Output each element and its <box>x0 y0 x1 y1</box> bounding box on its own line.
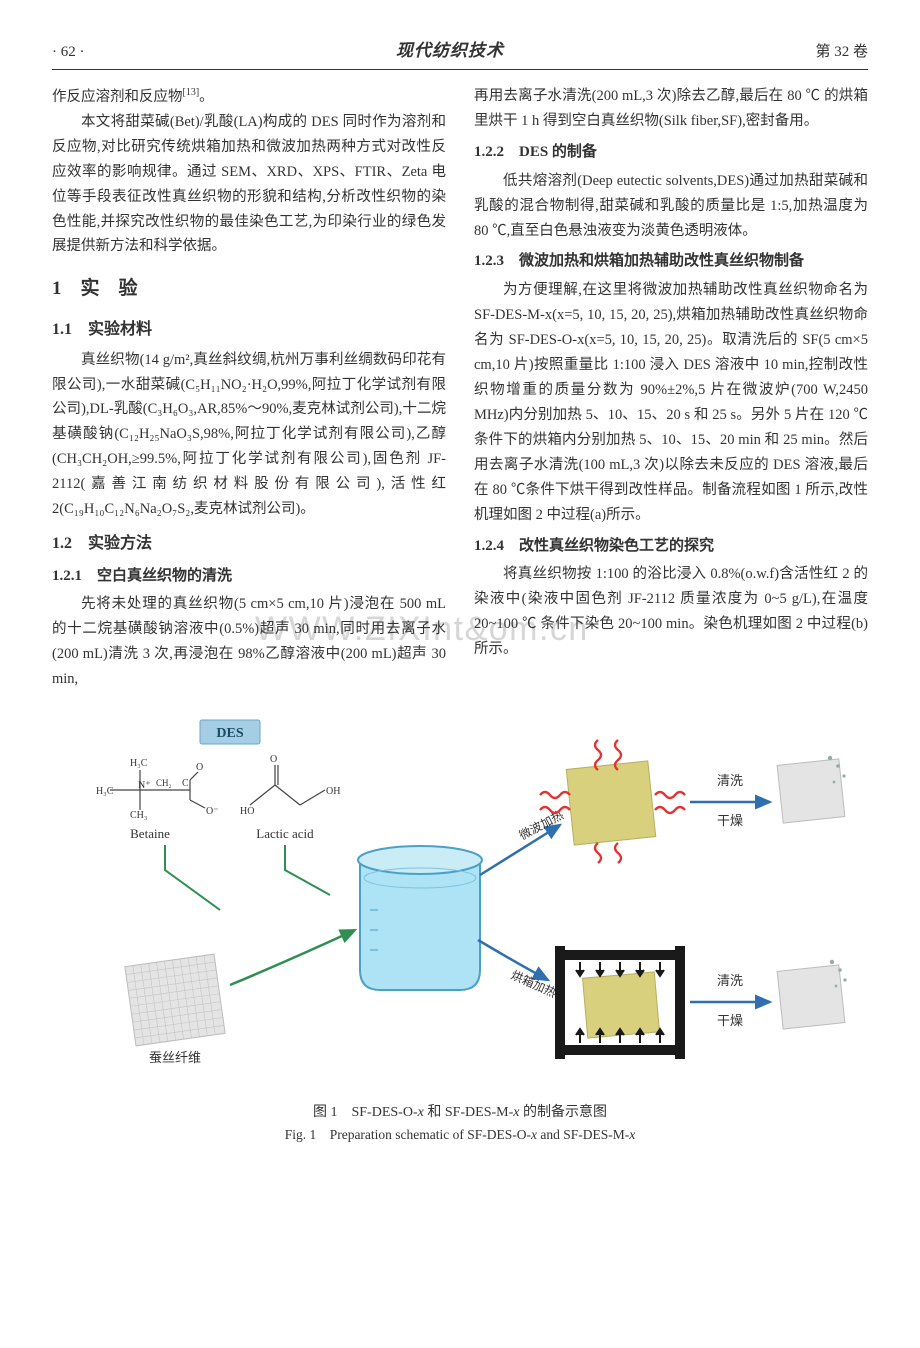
svg-text:OH: OH <box>326 786 340 797</box>
figure-caption-cn: 图 1 SF-DES-O-x 和 SF-DES-M-x 的制备示意图 <box>52 1101 868 1121</box>
svg-text:C: C <box>182 778 189 789</box>
para-materials: 真丝织物(14 g/m²,真丝斜纹绸,杭州万事利丝绸数码印花有限公司),一水甜菜… <box>52 348 446 523</box>
para-121-contd: 再用去离子水清洗(200 mL,3 次)除去乙醇,最后在 80 ℃ 的烘箱里烘干… <box>474 84 868 134</box>
dry-label-2: 干燥 <box>717 1013 743 1028</box>
volume-label: 第 32 卷 <box>815 40 868 61</box>
svg-text:O⁻: O⁻ <box>206 806 219 817</box>
section-heading-1-1: 1.1 实验材料 <box>52 316 446 344</box>
citation: [13] <box>183 87 200 98</box>
section-heading-1-2-4: 1.2.4 改性真丝织物染色工艺的探究 <box>474 534 868 560</box>
page-number: · 62 · <box>52 44 85 61</box>
para-122: 低共熔溶剂(Deep eutectic solvents,DES)通过加热甜菜碱… <box>474 169 868 244</box>
svg-text:H₃C: H₃C <box>130 758 148 769</box>
svg-text:H₃C: H₃C <box>96 786 114 797</box>
section-heading-1-2: 1.2 实验方法 <box>52 530 446 558</box>
svg-text:N⁺: N⁺ <box>138 780 151 791</box>
wash-label-2: 清洗 <box>717 973 743 988</box>
wash-label-1: 清洗 <box>717 773 743 788</box>
svg-text:O: O <box>196 762 203 773</box>
svg-text:CH₂: CH₂ <box>156 778 172 788</box>
section-heading-1-2-3: 1.2.3 微波加热和烘箱加热辅助改性真丝织物制备 <box>474 249 868 275</box>
beaker-icon <box>358 846 482 990</box>
journal-title: 现代纺织技术 <box>396 36 504 61</box>
svg-text:O: O <box>270 754 277 765</box>
silk-label: 蚕丝纤维 <box>149 1050 201 1065</box>
des-label: DES <box>216 726 243 741</box>
two-column-body: 作反应溶剂和反应物[13]。 本文将甜菜碱(Bet)/乳酸(LA)构成的 DES… <box>52 84 868 692</box>
figure-caption-en: Fig. 1 Preparation schematic of SF-DES-O… <box>52 1123 868 1143</box>
section-heading-1-2-1: 1.2.1 空白真丝织物的清洗 <box>52 564 446 590</box>
lacticacid-label: Lactic acid <box>256 826 314 841</box>
section-heading-1-2-2: 1.2.2 DES 的制备 <box>474 140 868 166</box>
body-text: 。 <box>199 89 214 105</box>
para-124: 将真丝织物按 1:100 的浴比浸入 0.8%(o.w.f)含活性红 2 的染液… <box>474 562 868 662</box>
silk-fiber-icon <box>125 954 225 1046</box>
figure-1-svg: DES H₃C H₃C CH₃ N⁺ CH₂ C O O⁻ Betaine <box>70 710 850 1090</box>
figure-1: DES H₃C H₃C CH₃ N⁺ CH₂ C O O⁻ Betaine <box>52 710 868 1143</box>
para-intro: 本文将甜菜碱(Bet)/乳酸(LA)构成的 DES 同时作为溶剂和反应物,对比研… <box>52 110 446 260</box>
para-123: 为方便理解,在这里将微波加热辅助改性真丝织物命名为 SF-DES-M-x(x=5… <box>474 278 868 527</box>
para-continuation: 作反应溶剂和反应物[13]。 <box>52 84 446 110</box>
betaine-label: Betaine <box>130 826 170 841</box>
svg-text:HO: HO <box>240 806 254 817</box>
body-text: 作反应溶剂和反应物 <box>52 89 183 105</box>
section-heading-1: 1 实 验 <box>52 273 446 306</box>
para-121: 先将未处理的真丝织物(5 cm×5 cm,10 片)浸泡在 500 mL 的十二… <box>52 592 446 692</box>
svg-text:CH₃: CH₃ <box>130 810 147 821</box>
dry-label-1: 干燥 <box>717 813 743 828</box>
